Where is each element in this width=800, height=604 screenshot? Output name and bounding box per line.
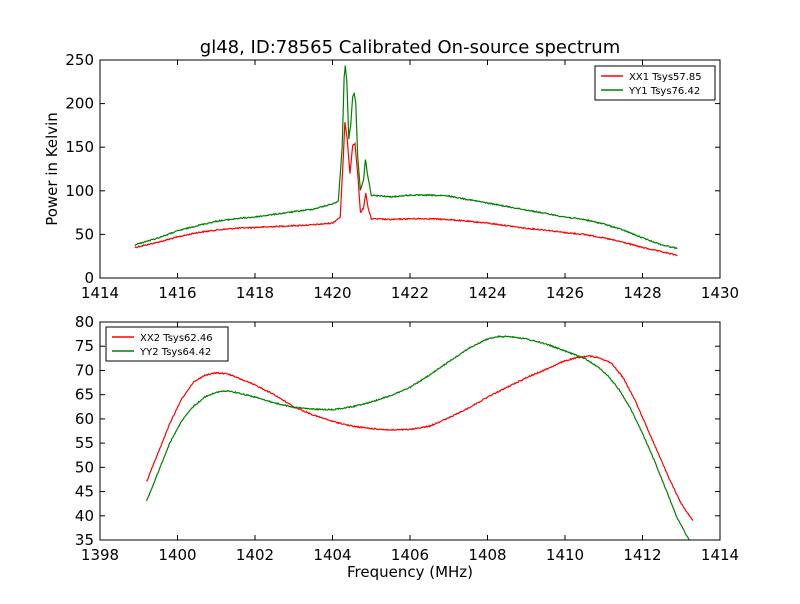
x-tick-label: 1428 bbox=[623, 284, 661, 302]
x-tick-label: 1412 bbox=[623, 546, 661, 564]
x-tick-label: 1422 bbox=[391, 284, 429, 302]
y-tick-label: 55 bbox=[75, 434, 94, 452]
y-tick-label: 70 bbox=[75, 361, 94, 379]
series-line-2-2 bbox=[145, 335, 690, 540]
x-tick-label: 1398 bbox=[81, 546, 119, 564]
x-tick-label: 1414 bbox=[81, 284, 119, 302]
y-tick-label: 50 bbox=[75, 225, 94, 243]
plot-panel-top: 1414 1416 1418 1420 1422 1424 1426 1428 1430 0 50 1… bbox=[65, 51, 739, 302]
y-tick-label: 35 bbox=[75, 531, 94, 549]
x-tick-label: 1402 bbox=[236, 546, 274, 564]
y-tick-label: 60 bbox=[75, 410, 94, 428]
y-tick-label: 50 bbox=[75, 458, 94, 476]
y-tick-label: 250 bbox=[65, 51, 94, 69]
legend-box bbox=[594, 65, 716, 101]
legend-box bbox=[105, 326, 229, 362]
series-line-1-2 bbox=[134, 65, 678, 250]
series-line-1-1 bbox=[134, 122, 678, 257]
x-tick-label: 1408 bbox=[468, 546, 506, 564]
y-tick-label: 100 bbox=[65, 182, 94, 200]
x-tick-label: 1424 bbox=[468, 284, 506, 302]
y-tick-label: 200 bbox=[65, 95, 94, 113]
series-group bbox=[134, 65, 678, 257]
y-tick-label: 75 bbox=[75, 337, 94, 355]
y-tick-label: 65 bbox=[75, 386, 94, 404]
legend-label: YY1 Tsys76.42 bbox=[628, 86, 700, 97]
legend-label: XX2 Tsys62.46 bbox=[140, 333, 213, 344]
x-tick-label: 1400 bbox=[158, 546, 196, 564]
x-tick-label: 1416 bbox=[158, 284, 196, 302]
y-tick-label: 45 bbox=[75, 483, 94, 501]
x-tick-label: 1414 bbox=[701, 546, 739, 564]
series-line-2-1 bbox=[145, 354, 694, 521]
series-group bbox=[145, 335, 694, 540]
x-tick-label: 1406 bbox=[391, 546, 429, 564]
x-tick-label: 1418 bbox=[236, 284, 274, 302]
x-axis-label: Frequency (MHz) bbox=[347, 563, 473, 581]
x-tick-label: 1410 bbox=[546, 546, 584, 564]
y-tick-label: 0 bbox=[84, 269, 94, 287]
x-tick-label: 1420 bbox=[313, 284, 351, 302]
y-tick-label: 150 bbox=[65, 138, 94, 156]
legend-label: XX1 Tsys57.85 bbox=[629, 72, 702, 83]
legend: XX2 Tsys62.46 YY2 Tsys64.42 bbox=[105, 326, 229, 362]
plot-panel-bottom: 1398 1400 1402 1404 1406 1408 1410 1412 1414 35 40… bbox=[75, 313, 739, 564]
x-tick-label: 1404 bbox=[313, 546, 351, 564]
x-tick-label: 1426 bbox=[546, 284, 584, 302]
legend: XX1 Tsys57.85 YY1 Tsys76.42 bbox=[594, 65, 716, 101]
x-tick-label: 1430 bbox=[701, 284, 739, 302]
legend-label: YY2 Tsys64.42 bbox=[139, 347, 211, 358]
y-tick-label: 80 bbox=[75, 313, 94, 331]
y-tick-label: 40 bbox=[75, 507, 94, 525]
chart-title: gl48, ID:78565 Calibrated On-source spec… bbox=[200, 37, 620, 58]
y-axis-label: Power in Kelvin bbox=[43, 112, 61, 226]
